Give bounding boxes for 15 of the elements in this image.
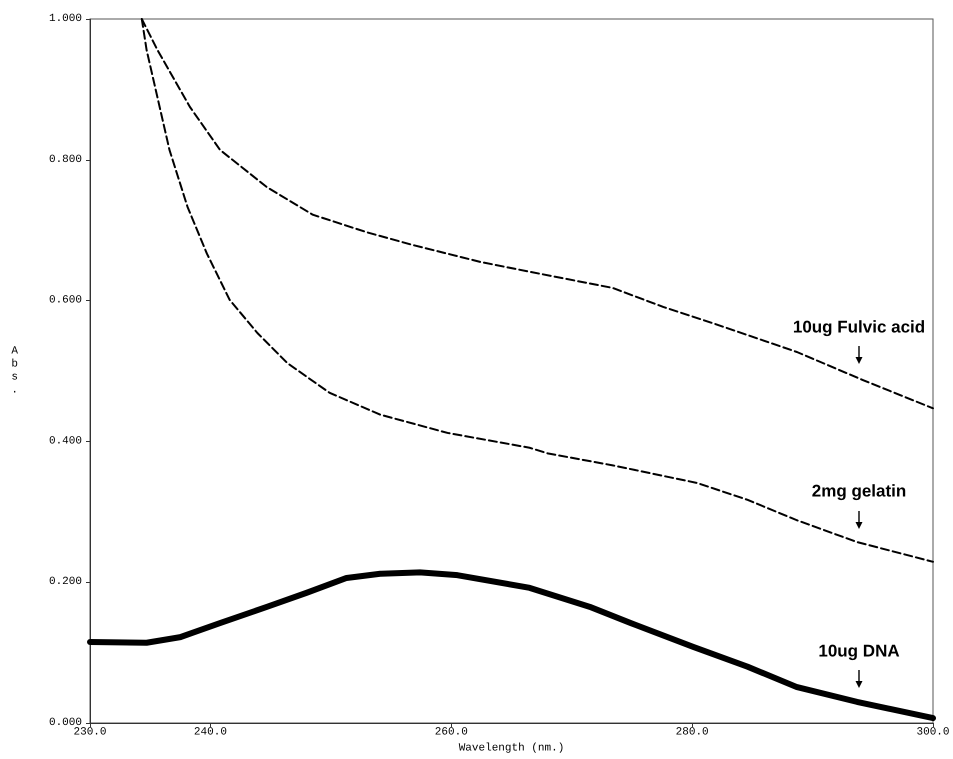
x-tick-label: 300.0 (916, 726, 950, 738)
y-tick-label: 0.600 (48, 294, 82, 307)
x-axis-title: Wavelength (nm.) (458, 742, 564, 754)
y-tick-label: 1.000 (48, 13, 82, 25)
series-label: 2mg gelatin (812, 482, 906, 501)
x-tick-label: 230.0 (73, 726, 107, 738)
y-tick-label: 0.200 (48, 576, 82, 588)
x-tick-label: 240.0 (194, 726, 227, 738)
series-label: 10ug DNA (818, 641, 900, 660)
series-label: 10ug Fulvic acid (792, 317, 926, 336)
x-tick-label: 280.0 (676, 726, 709, 738)
y-axis-title: Abs. (11, 346, 18, 396)
y-tick-label: 0.800 (48, 154, 82, 166)
y-tick-label: 0.400 (48, 435, 82, 448)
x-tick-label: 260.0 (434, 726, 468, 738)
